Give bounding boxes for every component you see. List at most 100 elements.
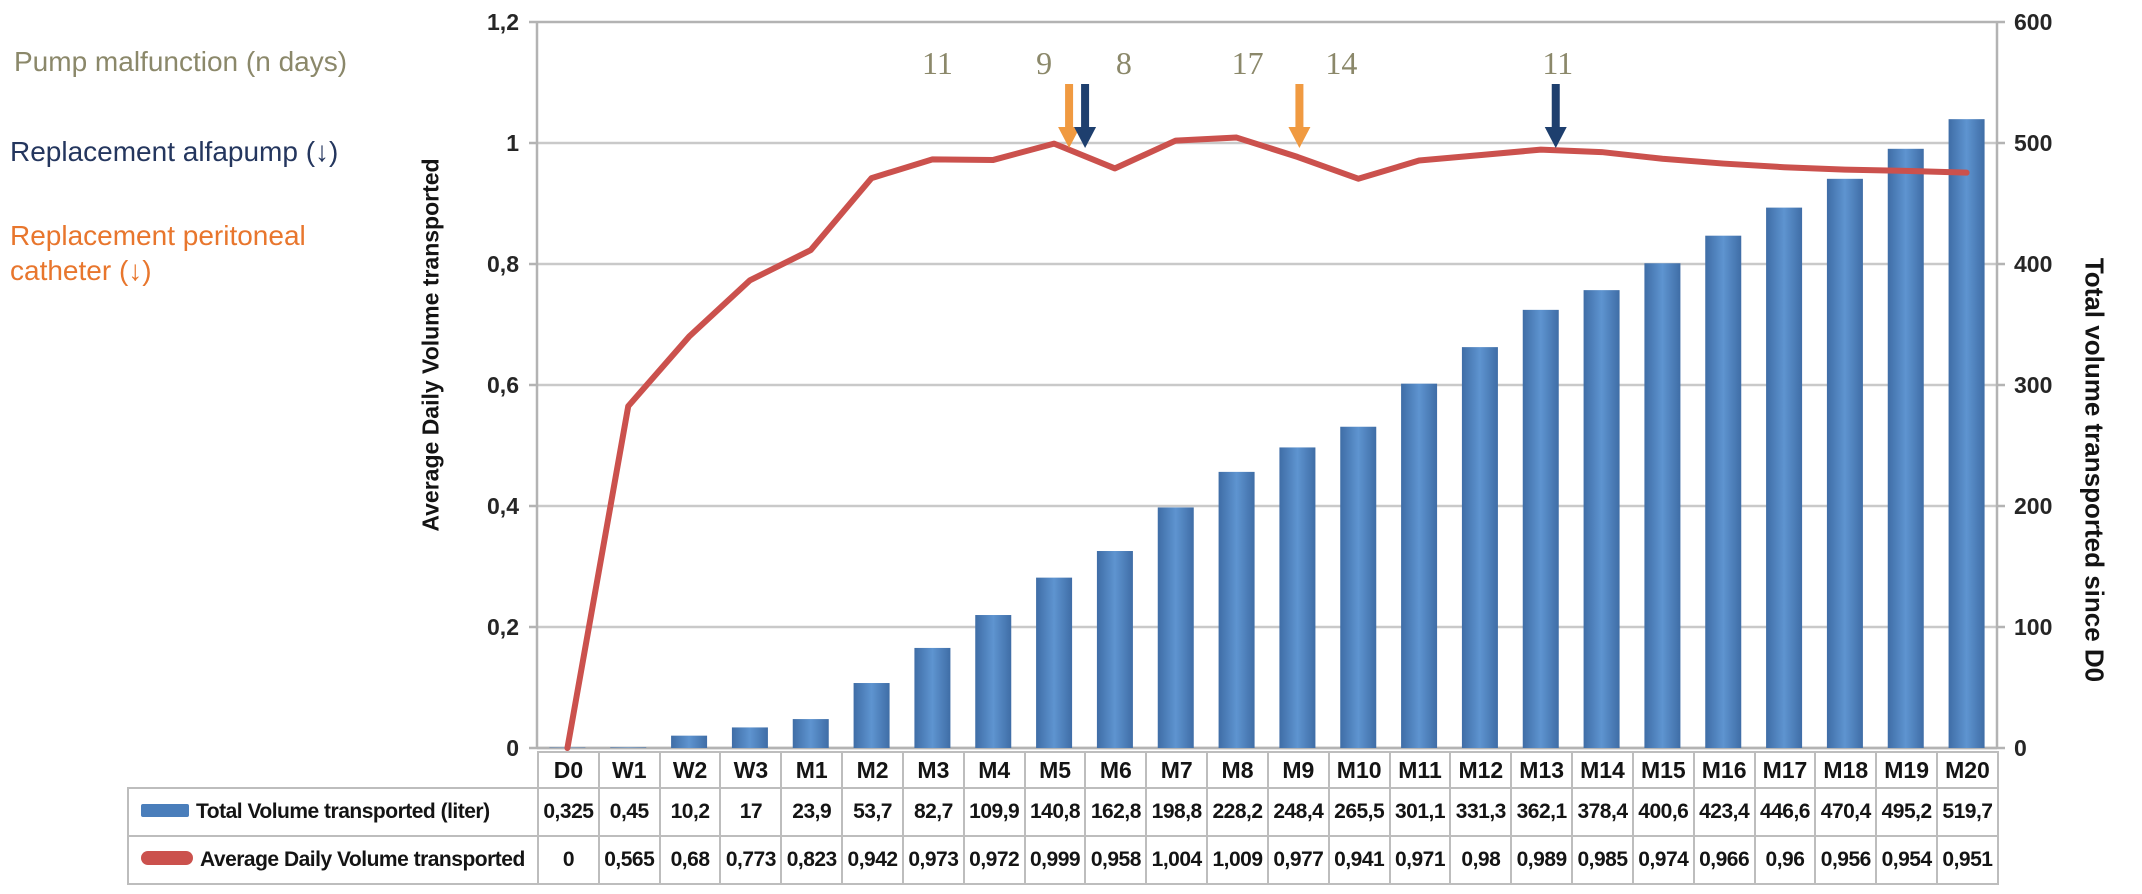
bar-M20 <box>1948 119 1985 748</box>
value-cell-M9: 0,977 <box>1266 835 1330 885</box>
value-cell-M18: 470,4 <box>1814 787 1878 837</box>
left-axis-tick-label: 0,2 <box>487 614 519 640</box>
value-cell-M11: 0,971 <box>1388 835 1452 885</box>
category-header-M13: M13 <box>1510 751 1574 789</box>
bar-W2 <box>671 735 708 748</box>
bar-W1 <box>610 747 647 748</box>
replacement-peritoneal-catheter-arrow <box>1288 84 1311 148</box>
value-cell-M20: 519,7 <box>1936 787 1999 837</box>
pump-malfunction-days-annotation: 11 <box>1542 45 1573 81</box>
pump-malfunction-days-annotation: 17 <box>1232 45 1264 81</box>
value-cell-W2: 10,2 <box>658 787 722 837</box>
value-cell-M4: 0,972 <box>962 835 1026 885</box>
value-cell-M13: 0,989 <box>1510 835 1574 885</box>
value-cell-M4: 109,9 <box>962 787 1026 837</box>
value-cell-M19: 0,954 <box>1875 835 1939 885</box>
left-axis-tick-label: 0,4 <box>487 493 519 519</box>
value-cell-M15: 400,6 <box>1631 787 1695 837</box>
left-axis-tick-label: 0,6 <box>487 372 519 398</box>
series-label-average-daily-volume: Average Daily Volume transported <box>127 835 539 885</box>
value-cell-M1: 0,823 <box>780 835 844 885</box>
value-cell-D0: 0 <box>537 835 600 885</box>
category-header-M11: M11 <box>1388 751 1452 789</box>
bar-W3 <box>731 727 768 748</box>
value-cell-M13: 362,1 <box>1510 787 1574 837</box>
bar-M8 <box>1218 471 1255 748</box>
category-header-M4: M4 <box>962 751 1026 789</box>
value-cell-M6: 162,8 <box>1084 787 1148 837</box>
table-row: Total Volume transported (liter) 0,325 0,4… <box>127 787 1999 837</box>
category-header-M2: M2 <box>841 751 904 789</box>
right-axis-tick-label: 0 <box>2014 735 2027 761</box>
value-cell-M16: 0,966 <box>1692 835 1756 885</box>
right-axis-tick-label: 600 <box>2014 9 2052 35</box>
value-cell-W1: 0,565 <box>597 835 661 885</box>
value-cell-W3: 17 <box>719 787 783 837</box>
value-cell-M10: 265,5 <box>1327 787 1391 837</box>
pump-malfunction-days-annotation: 9 <box>1036 45 1052 81</box>
bar-M12 <box>1461 347 1498 748</box>
bar-M19 <box>1887 148 1924 749</box>
category-header-M3: M3 <box>901 751 965 789</box>
bar-M1 <box>792 719 829 748</box>
category-header-M19: M19 <box>1875 751 1939 789</box>
bar-series-key-icon <box>141 803 189 817</box>
category-header-D0: D0 <box>537 751 600 789</box>
value-cell-M16: 423,4 <box>1692 787 1756 837</box>
legend-replacement-alfapump-label: Replacement alfapump (↓) <box>10 136 339 167</box>
legend-replacement-catheter-label: Replacement peritoneal catheter (↓) <box>10 220 306 286</box>
legend-pump-malfunction-label: Pump malfunction (n days) <box>14 46 348 77</box>
category-header-M9: M9 <box>1266 751 1330 789</box>
value-cell-M8: 1,009 <box>1206 835 1269 885</box>
bar-M7 <box>1157 507 1194 748</box>
value-cell-M7: 198,8 <box>1145 787 1209 837</box>
bar-M5 <box>1036 577 1073 748</box>
value-cell-M12: 0,98 <box>1449 835 1513 885</box>
category-header-M5: M5 <box>1023 751 1087 789</box>
bar-M2 <box>853 683 890 748</box>
category-header-M15: M15 <box>1631 751 1695 789</box>
value-cell-M19: 495,2 <box>1875 787 1939 837</box>
line-series-key-icon <box>141 851 193 866</box>
category-header-M7: M7 <box>1145 751 1209 789</box>
right-axis-tick-label: 300 <box>2014 372 2052 398</box>
value-cell-M2: 53,7 <box>841 787 904 837</box>
replacement-alfapump-arrow <box>1544 84 1567 148</box>
bar-M6 <box>1096 551 1133 748</box>
category-header-M17: M17 <box>1753 751 1817 789</box>
value-cell-M15: 0,974 <box>1631 835 1695 885</box>
category-header-M8: M8 <box>1206 751 1269 789</box>
bar-M4 <box>975 615 1012 748</box>
value-cell-W1: 0,45 <box>597 787 661 837</box>
value-cell-M9: 248,4 <box>1266 787 1330 837</box>
value-cell-M17: 0,96 <box>1753 835 1817 885</box>
replacement-peritoneal-catheter-arrow <box>1058 84 1081 148</box>
category-header-M18: M18 <box>1814 751 1878 789</box>
value-cell-M8: 228,2 <box>1206 787 1269 837</box>
value-cell-M7: 1,004 <box>1145 835 1209 885</box>
category-header-W3: W3 <box>719 751 783 789</box>
bar-M13 <box>1522 309 1559 748</box>
pump-malfunction-days-annotation: 11 <box>922 45 953 81</box>
bar-M9 <box>1279 447 1316 748</box>
category-header-M20: M20 <box>1936 751 1999 789</box>
value-cell-M18: 0,956 <box>1814 835 1878 885</box>
value-cell-W2: 0,68 <box>658 835 722 885</box>
left-axis-tick-label: 0 <box>506 735 519 761</box>
right-axis-tick-label: 400 <box>2014 251 2052 277</box>
bar-M14 <box>1583 290 1620 748</box>
value-cell-W3: 0,773 <box>719 835 783 885</box>
left-axis-tick-label: 0,8 <box>487 251 519 277</box>
category-header-M1: M1 <box>780 751 844 789</box>
replacement-alfapump-arrow <box>1074 84 1097 148</box>
chart-data-table: D0 W1 W2 W3 M1 M2 M3 M4 M5 M6 M7 M8 M9 M10 M11 M12 M13 M1… <box>127 751 1999 885</box>
value-cell-D0: 0,325 <box>537 787 600 837</box>
bar-M18 <box>1826 178 1863 749</box>
value-cell-M5: 0,999 <box>1023 835 1087 885</box>
series-label-total-volume: Total Volume transported (liter) <box>127 787 539 837</box>
value-cell-M5: 140,8 <box>1023 787 1087 837</box>
category-header-M6: M6 <box>1084 751 1148 789</box>
bar-M3 <box>914 647 951 748</box>
